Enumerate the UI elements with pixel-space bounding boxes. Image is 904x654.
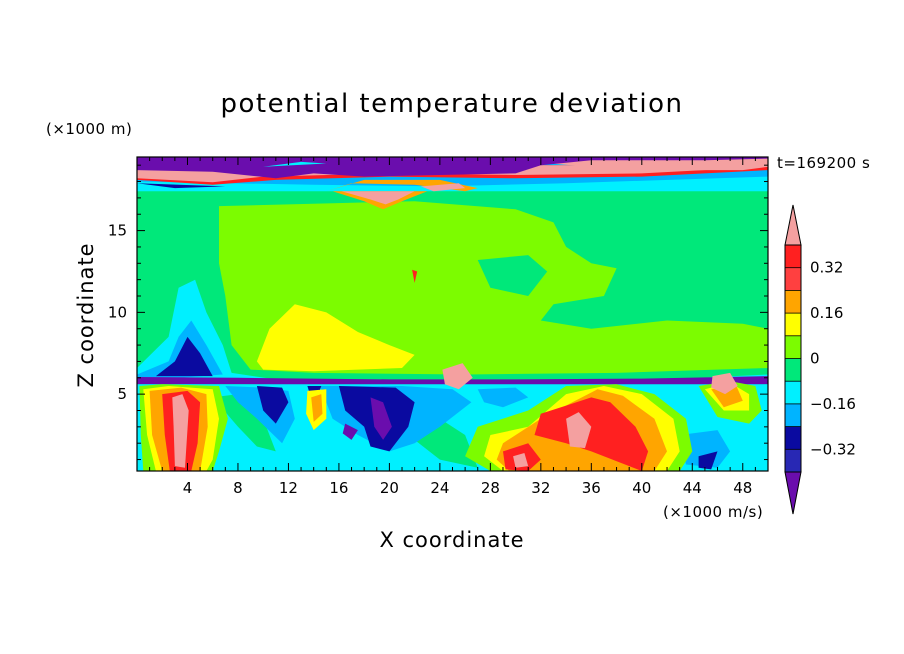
colorbar-band-3	[785, 381, 801, 404]
contour-region-18	[698, 451, 718, 470]
contour-region-15	[256, 386, 289, 424]
y-axis-units: (×1000 m)	[46, 120, 132, 138]
x-axis-label: X coordinate	[379, 528, 524, 552]
colorbar-band-6	[785, 313, 801, 336]
colorbar-band-9	[785, 245, 801, 268]
contour-region-35	[172, 394, 189, 468]
contour-region-1	[477, 255, 548, 296]
contour-region-39	[711, 372, 738, 395]
contour-region-2	[256, 304, 415, 372]
x-tick-label-36: 36	[582, 479, 601, 497]
contour-region-5	[155, 336, 213, 377]
x-tick-label-32: 32	[531, 479, 550, 497]
colorbar-label-1: 0.16	[810, 304, 843, 322]
colorbar-label-2: 0	[810, 350, 820, 368]
time-label: t=169200 s	[777, 154, 870, 172]
contour-region-45	[341, 191, 415, 205]
x-tick-label-44: 44	[683, 479, 702, 497]
x-tick-label-48: 48	[733, 479, 752, 497]
contour-region-40	[412, 269, 418, 283]
colorbar-band-2	[785, 403, 801, 427]
colorbar-label-0: 0.32	[810, 259, 843, 277]
colorbar-band-7	[785, 290, 801, 314]
colorbar-over-arrow	[784, 204, 802, 246]
contour-region-36	[566, 412, 592, 449]
colorbar-band-5	[785, 335, 801, 359]
contour-region-50	[137, 157, 768, 179]
contour-region-12	[477, 387, 529, 408]
contour-region-43	[326, 179, 478, 192]
y-ticks: 5 10 15	[108, 164, 768, 461]
x-tick-label-24: 24	[430, 479, 449, 497]
x-ticks: 4 8 12 16 20 24 28 32 36 40 44 48	[149, 157, 756, 497]
contour-region-51	[263, 161, 327, 167]
heatmap-field	[137, 157, 768, 471]
colorbar: 0.32 0.16 0 −0.16 −0.32	[784, 204, 856, 515]
colorbar-band-4	[785, 358, 801, 382]
contour-region-38	[442, 363, 473, 390]
colorbar-band-1	[785, 426, 801, 450]
contour-region-33	[534, 397, 649, 471]
contour-region-20	[342, 423, 358, 440]
contour-region-52	[137, 183, 226, 189]
contour-region-19	[370, 397, 392, 440]
contour-region-46	[420, 183, 466, 192]
x-tick-label-40: 40	[632, 479, 651, 497]
x-tick-label-8: 8	[233, 479, 243, 497]
x-tick-label-20: 20	[380, 479, 399, 497]
colorbar-label-3: −0.16	[810, 395, 856, 413]
colorbar-band-0	[785, 449, 801, 472]
contour-region-31	[311, 394, 323, 422]
contour-region-30	[711, 386, 743, 408]
contour-region-8	[212, 394, 276, 452]
colorbar-band-8	[785, 267, 801, 291]
colorbar-under-arrow	[784, 471, 802, 515]
chart-title: potential temperature deviation	[221, 89, 684, 119]
x-tick-label-16: 16	[329, 479, 348, 497]
x-tick-label-4: 4	[183, 479, 193, 497]
x-tick-label-12: 12	[279, 479, 298, 497]
y-tick-label-5: 5	[117, 385, 127, 403]
y-tick-label-15: 15	[108, 222, 127, 240]
x-axis-units: (×1000 m/s)	[663, 503, 763, 521]
y-axis-label: Z coordinate	[74, 242, 98, 387]
colorbar-label-4: −0.32	[810, 440, 856, 458]
x-tick-label-28: 28	[481, 479, 500, 497]
contour-region-37	[513, 453, 529, 468]
contour-region-14	[679, 430, 731, 468]
y-tick-label-10: 10	[108, 303, 127, 321]
